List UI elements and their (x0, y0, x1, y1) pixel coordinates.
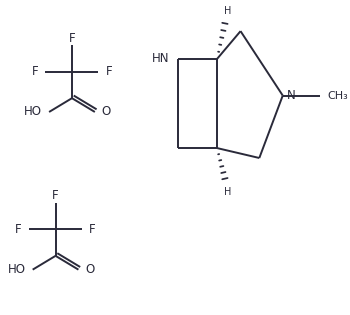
Text: HO: HO (24, 106, 42, 118)
Text: F: F (69, 32, 75, 45)
Text: H: H (224, 186, 232, 197)
Text: F: F (106, 65, 112, 78)
Text: CH₃: CH₃ (328, 90, 348, 100)
Text: O: O (85, 263, 94, 276)
Text: F: F (32, 65, 38, 78)
Text: O: O (102, 106, 111, 118)
Text: F: F (89, 223, 96, 236)
Text: N: N (287, 89, 295, 102)
Text: H: H (224, 6, 232, 16)
Text: F: F (52, 189, 59, 203)
Text: HO: HO (7, 263, 26, 276)
Text: HN: HN (152, 52, 169, 66)
Text: F: F (15, 223, 22, 236)
